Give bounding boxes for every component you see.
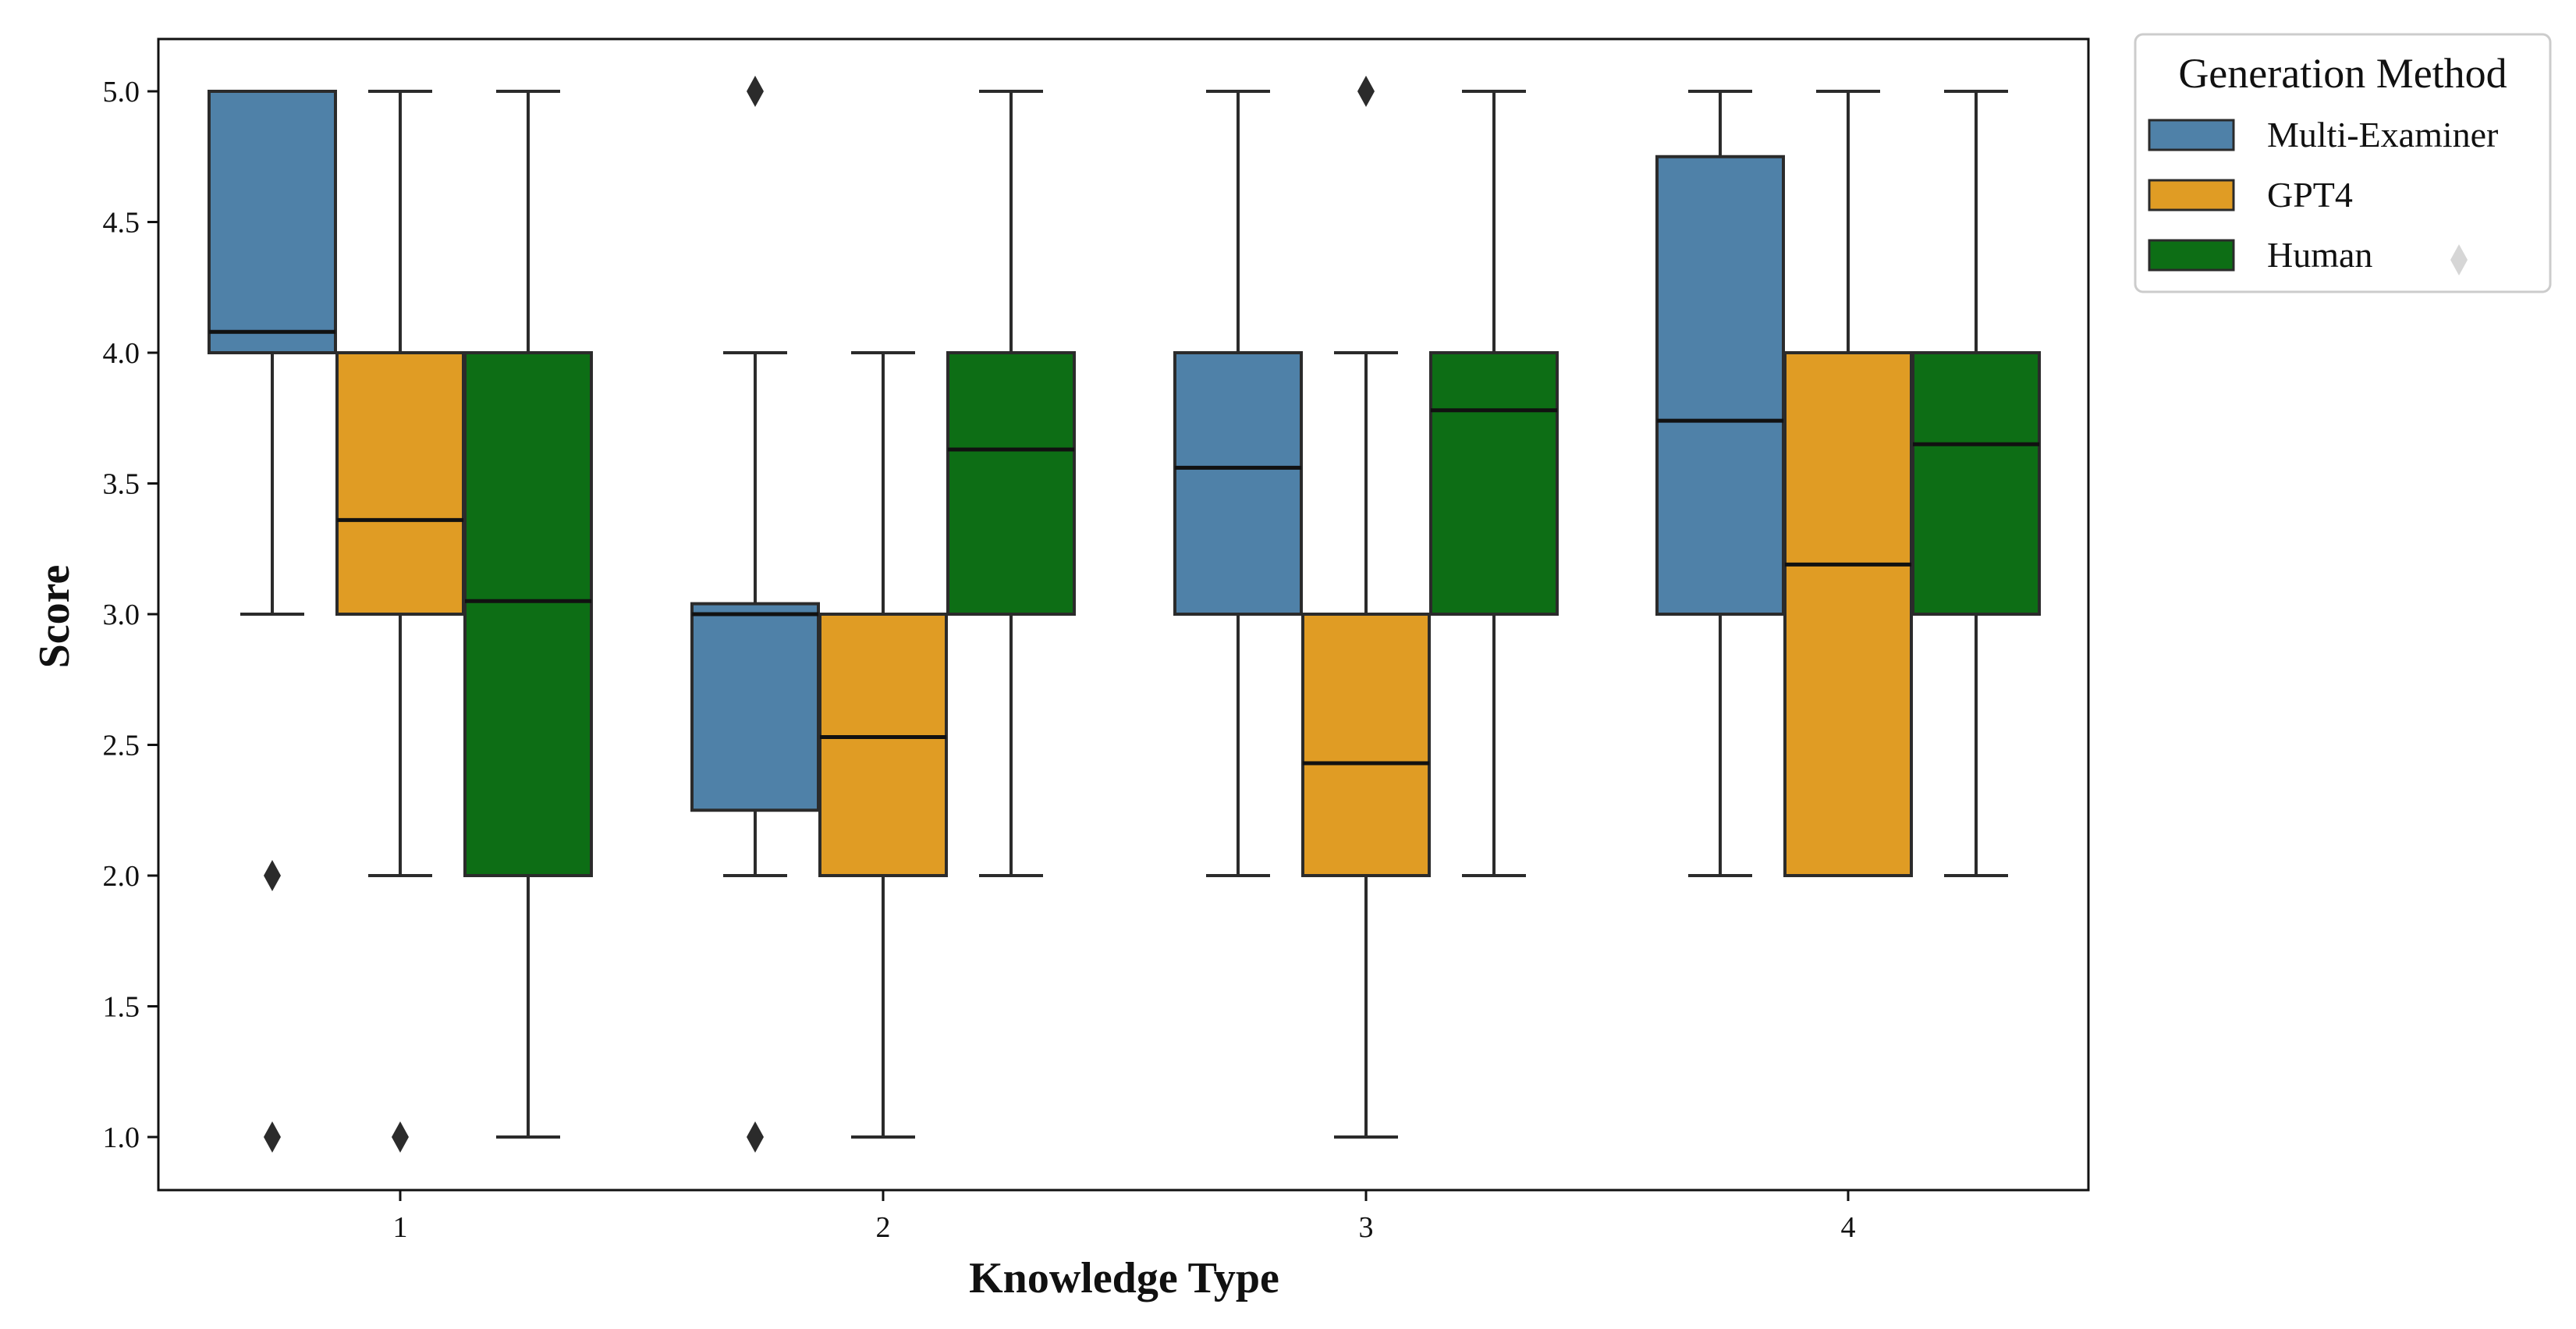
x-tick-label: 2 xyxy=(876,1211,891,1244)
box-gpt4-type-3 xyxy=(1301,76,1431,1139)
legend-entry-gpt4: GPT4 xyxy=(2148,175,2353,215)
legend-frame xyxy=(2134,33,2552,293)
y-tick-label: 3.0 xyxy=(103,599,140,631)
legend-label: GPT4 xyxy=(2267,175,2353,215)
box-iqr xyxy=(1301,613,1431,877)
legend-swatch xyxy=(2148,119,2235,151)
legend-outlier-marker xyxy=(2450,244,2468,275)
box-gpt4-type-2 xyxy=(818,351,948,1139)
outlier-point xyxy=(1357,76,1375,107)
y-tick-label: 5.0 xyxy=(103,76,140,108)
legend-label: Multi-Examiner xyxy=(2267,115,2498,155)
y-tick-label: 4.5 xyxy=(103,207,140,240)
box-iqr xyxy=(1173,351,1303,616)
y-tick-label: 1.0 xyxy=(103,1121,140,1154)
plot-area xyxy=(208,76,2041,1153)
legend-title: Generation Method xyxy=(2178,50,2507,97)
box-multi-examiner-type-1 xyxy=(208,90,337,1153)
box-iqr xyxy=(1783,351,1913,877)
x-tick-label: 3 xyxy=(1359,1211,1374,1244)
box-iqr xyxy=(818,613,948,877)
x-tick-label: 4 xyxy=(1841,1211,1856,1244)
y-tick-label: 2.0 xyxy=(103,860,140,893)
x-tick-label: 1 xyxy=(393,1211,408,1244)
legend-entry-multi-examiner: Multi-Examiner xyxy=(2148,115,2498,155)
box-human-type-1 xyxy=(463,90,593,1139)
legend-swatch xyxy=(2148,179,2235,211)
legend-entries: Multi-Examiner GPT4 Human xyxy=(2148,115,2498,275)
y-tick-label: 2.5 xyxy=(103,730,140,762)
box-gpt4-type-4 xyxy=(1783,90,1913,877)
series-gpt4 xyxy=(335,76,1913,1153)
series-multi-examiner xyxy=(208,76,1785,1153)
legend: Generation Method Multi-Examiner GPT4 Huma… xyxy=(2134,33,2552,293)
box-iqr xyxy=(946,351,1076,616)
y-tick-label: 3.5 xyxy=(103,468,140,501)
box-multi-examiner-type-4 xyxy=(1655,90,1785,877)
series-human xyxy=(463,90,2041,1139)
box-human-type-3 xyxy=(1429,90,1559,877)
box-human-type-2 xyxy=(946,90,1076,877)
box-iqr xyxy=(1429,351,1559,616)
outlier-point xyxy=(747,76,764,107)
outlier-point xyxy=(264,1121,281,1153)
legend-swatch xyxy=(2148,239,2235,272)
legend-label: Human xyxy=(2267,235,2372,275)
legend-entry-human: Human xyxy=(2148,235,2372,275)
outlier-point xyxy=(392,1121,409,1153)
outlier-point xyxy=(264,860,281,891)
axes: 1.0 1.5 2.0 2.5 3.0 3.5 4.0 4.5 5.0 1 2 3 4 xyxy=(103,37,2090,1244)
x-axis-title: Knowledge Type xyxy=(969,1254,1279,1302)
y-axis-title: Score xyxy=(30,565,79,669)
y-tick-label: 4.0 xyxy=(103,337,140,370)
box-multi-examiner-type-2 xyxy=(690,76,820,1153)
box-iqr xyxy=(1911,351,2041,616)
box-iqr xyxy=(690,602,820,812)
y-tick-label: 1.5 xyxy=(103,991,140,1024)
box-iqr xyxy=(335,351,465,616)
box-iqr xyxy=(463,351,593,877)
box-iqr xyxy=(208,90,337,354)
box-human-type-4 xyxy=(1911,90,2041,877)
box-iqr xyxy=(1655,155,1785,616)
box-gpt4-type-1 xyxy=(335,90,465,1153)
outlier-point xyxy=(747,1121,764,1153)
box-multi-examiner-type-3 xyxy=(1173,90,1303,877)
